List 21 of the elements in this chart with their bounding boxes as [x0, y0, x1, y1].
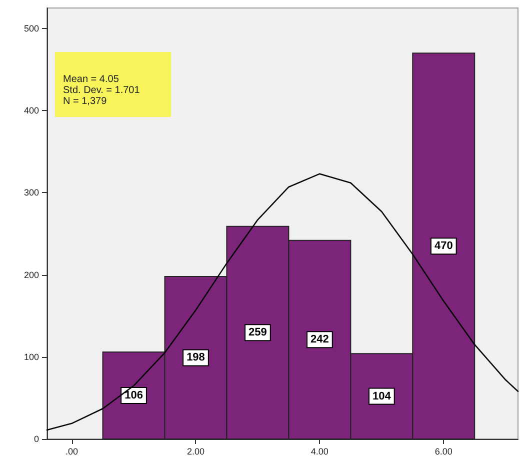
note-box: Mean = 4.05 Std. Dev. = 1.701 N = 1,379: [55, 52, 171, 117]
annotation: Std. Dev. = 1.701: [63, 85, 141, 96]
x-tick-label: 6.00: [434, 446, 452, 456]
data-label: 106: [124, 389, 143, 402]
x-tick-label: .00: [66, 446, 78, 456]
y-tick-label: 300: [24, 188, 39, 198]
y-tick-label: 100: [24, 352, 39, 362]
annotation: N = 1,379: [63, 96, 108, 107]
y-tick-label: 500: [24, 24, 39, 34]
y-tick-label: 200: [24, 270, 39, 280]
data-label: 104: [372, 390, 392, 402]
annotation: Mean = 4.05: [63, 74, 120, 85]
y-tick-label: 400: [24, 106, 39, 116]
x-tick-label: 4.00: [310, 446, 328, 456]
data-label: 198: [186, 352, 205, 364]
data-label: 242: [310, 334, 329, 346]
data-label: 470: [434, 240, 453, 252]
line-series: [46, 173, 519, 431]
y-tick-label: 0: [34, 434, 39, 444]
data-label: 259: [248, 326, 267, 339]
x-tick-label: 2.00: [186, 446, 204, 456]
